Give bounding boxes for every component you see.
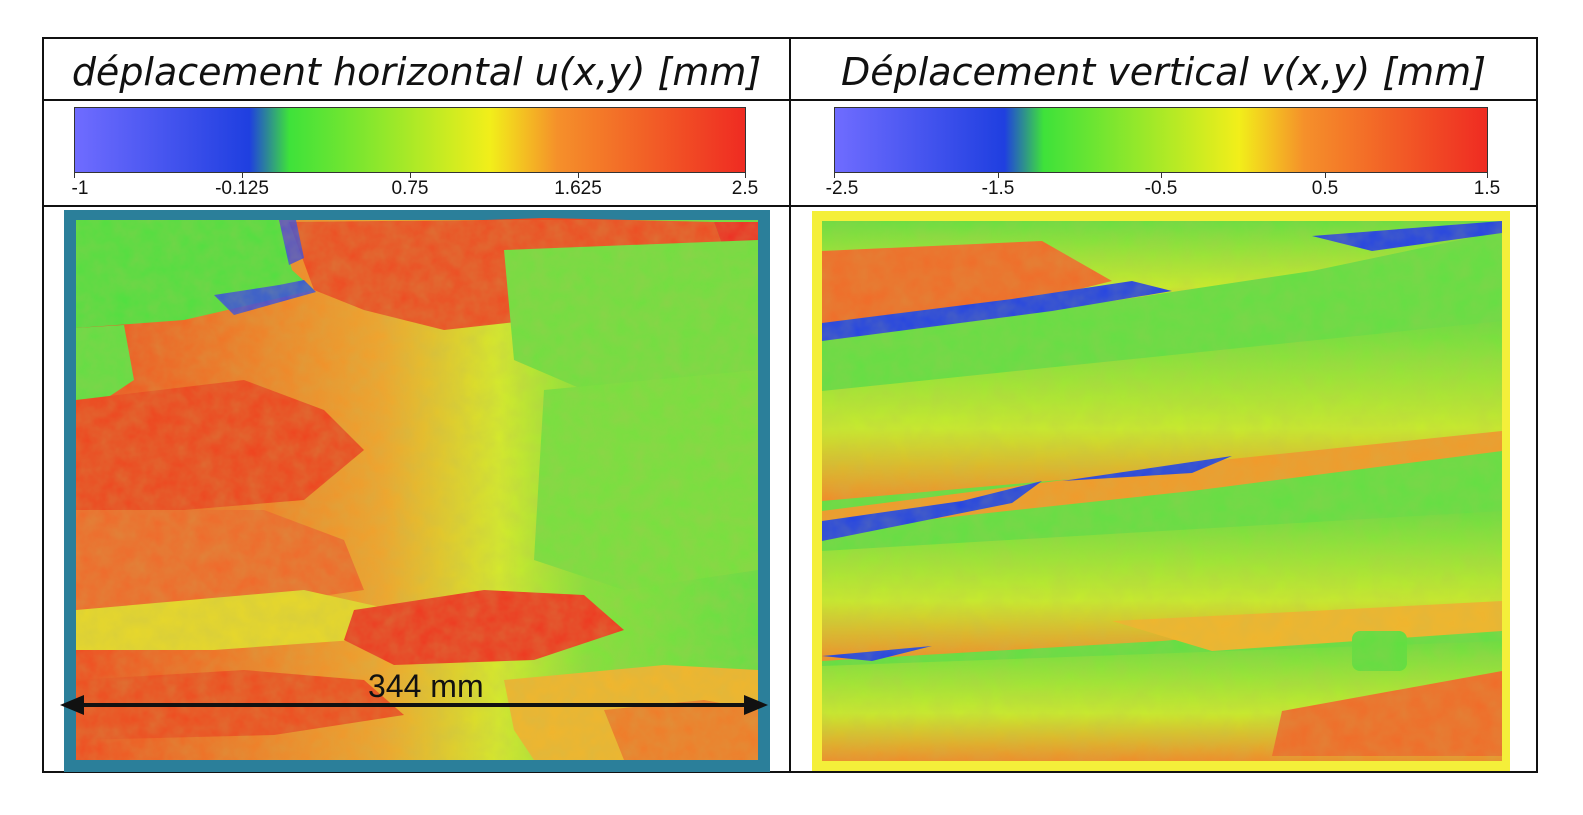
left-colorbar bbox=[74, 107, 746, 173]
horizontal-displacement-map bbox=[64, 210, 770, 772]
right-colorbar-tick-label: 1.5 bbox=[1473, 178, 1501, 199]
right-colorbar-tickmark bbox=[834, 172, 835, 178]
right-colorbar-tick-label: -1.5 bbox=[981, 178, 1015, 199]
right-colorbar-tick-label: -0.5 bbox=[1144, 178, 1178, 199]
right-colorbar-tickmark bbox=[1325, 172, 1326, 178]
dimension-arrowhead-right bbox=[744, 695, 768, 715]
colorbar-row-divider bbox=[42, 205, 1538, 207]
left-colorbar-tick-label: 0.75 bbox=[391, 178, 429, 199]
right-map-texture bbox=[822, 221, 1502, 761]
left-colorbar-tick-label: -0.125 bbox=[215, 178, 269, 199]
dimension-label: 344 mm bbox=[368, 668, 484, 704]
right-colorbar-tickmark bbox=[1487, 172, 1488, 178]
left-colorbar-tick-label: -1 bbox=[71, 178, 89, 199]
vertical-displacement-map bbox=[812, 211, 1510, 771]
right-colorbar-tick-label: -2.5 bbox=[825, 178, 859, 199]
right-colorbar-tickmark bbox=[1161, 172, 1162, 178]
right-colorbar bbox=[834, 107, 1488, 173]
left-colorbar-tickmark bbox=[242, 172, 243, 178]
right-colorbar-tick-label: 0.5 bbox=[1311, 178, 1339, 199]
left-colorbar-tickmark bbox=[410, 172, 411, 178]
left-colorbar-tick-label: 2.5 bbox=[731, 178, 759, 199]
title-row-divider bbox=[42, 99, 1538, 101]
left-colorbar-tickmark bbox=[578, 172, 579, 178]
dimension-arrowhead-left bbox=[60, 695, 84, 715]
left-colorbar-tickmark bbox=[745, 172, 746, 178]
column-divider bbox=[789, 37, 791, 773]
dimension-arrow bbox=[60, 695, 768, 715]
left-colorbar-tickmark bbox=[74, 172, 75, 178]
left-colorbar-tick-label: 1.625 bbox=[554, 178, 602, 199]
right-colorbar-tickmark bbox=[998, 172, 999, 178]
left-panel-title: déplacement horizontal u(x,y) [mm] bbox=[71, 50, 762, 94]
left-map-texture bbox=[76, 220, 758, 760]
right-panel-title: Déplacement vertical v(x,y) [mm] bbox=[840, 50, 1487, 94]
